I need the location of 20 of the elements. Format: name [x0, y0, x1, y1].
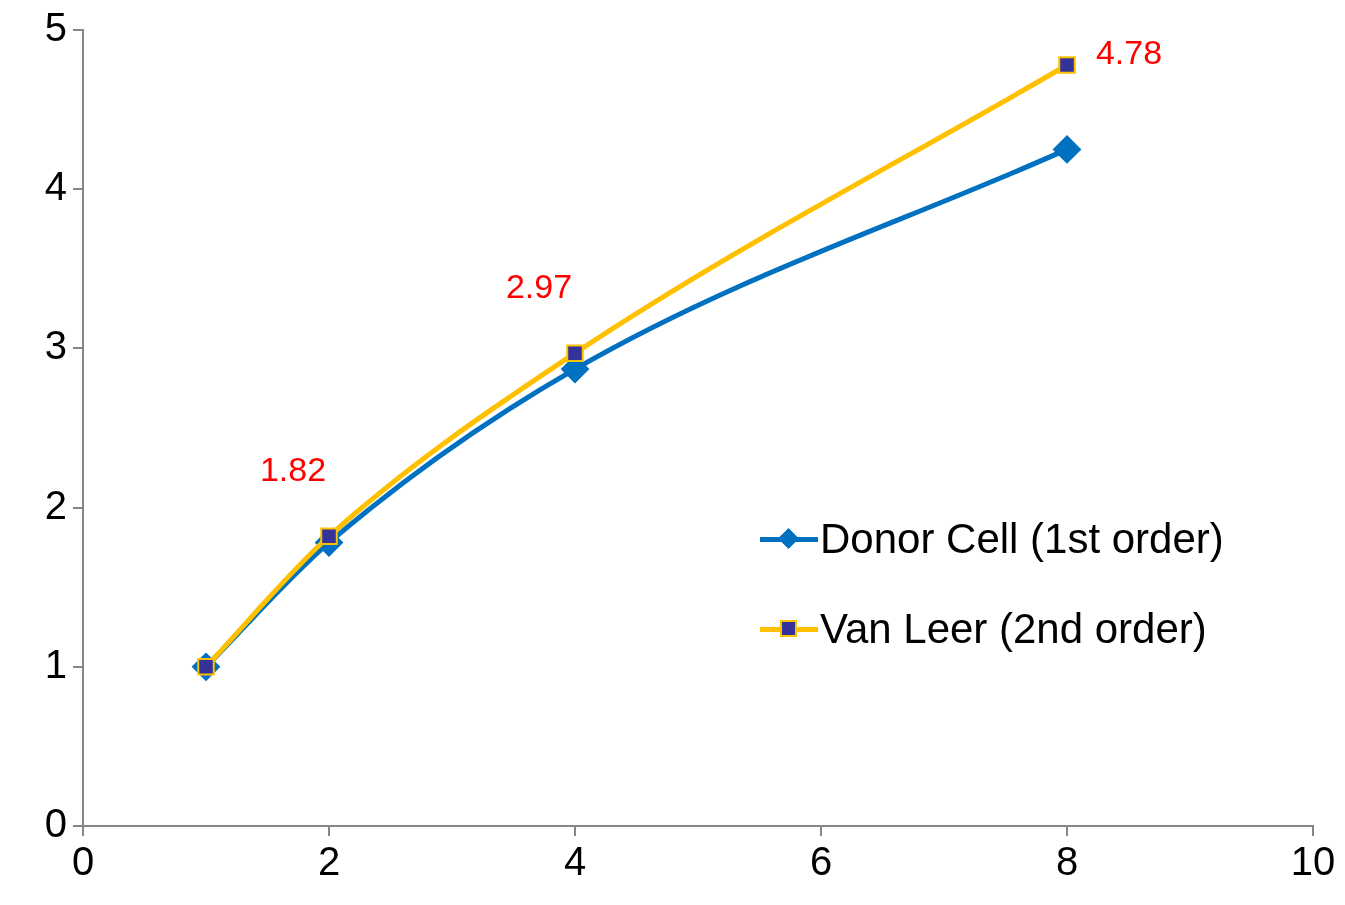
- y-tick-label: 0: [44, 801, 67, 846]
- legend-label: Donor Cell (1st order): [820, 515, 1224, 563]
- legend-label: Van Leer (2nd order): [820, 605, 1207, 653]
- data-label: 4.78: [1095, 33, 1163, 72]
- point: [1058, 56, 1076, 74]
- data-label: 1.82: [259, 449, 327, 488]
- x-tick-label: 8: [1055, 839, 1079, 884]
- x-tick-label: 10: [1290, 839, 1336, 884]
- point: [566, 344, 584, 362]
- point: [1053, 135, 1081, 164]
- y-tick-label: 3: [44, 323, 67, 368]
- y-tick-label: 4: [44, 164, 67, 209]
- x-tick-label: 6: [809, 839, 833, 884]
- data-label: 2.97: [505, 266, 573, 305]
- point: [320, 527, 338, 546]
- y-tick-label: 5: [44, 5, 67, 50]
- y-tick-label: 1: [44, 641, 67, 686]
- x-tick-label: 2: [317, 839, 341, 884]
- x-tick-label: 4: [563, 839, 587, 884]
- y-tick-label: 2: [44, 482, 67, 527]
